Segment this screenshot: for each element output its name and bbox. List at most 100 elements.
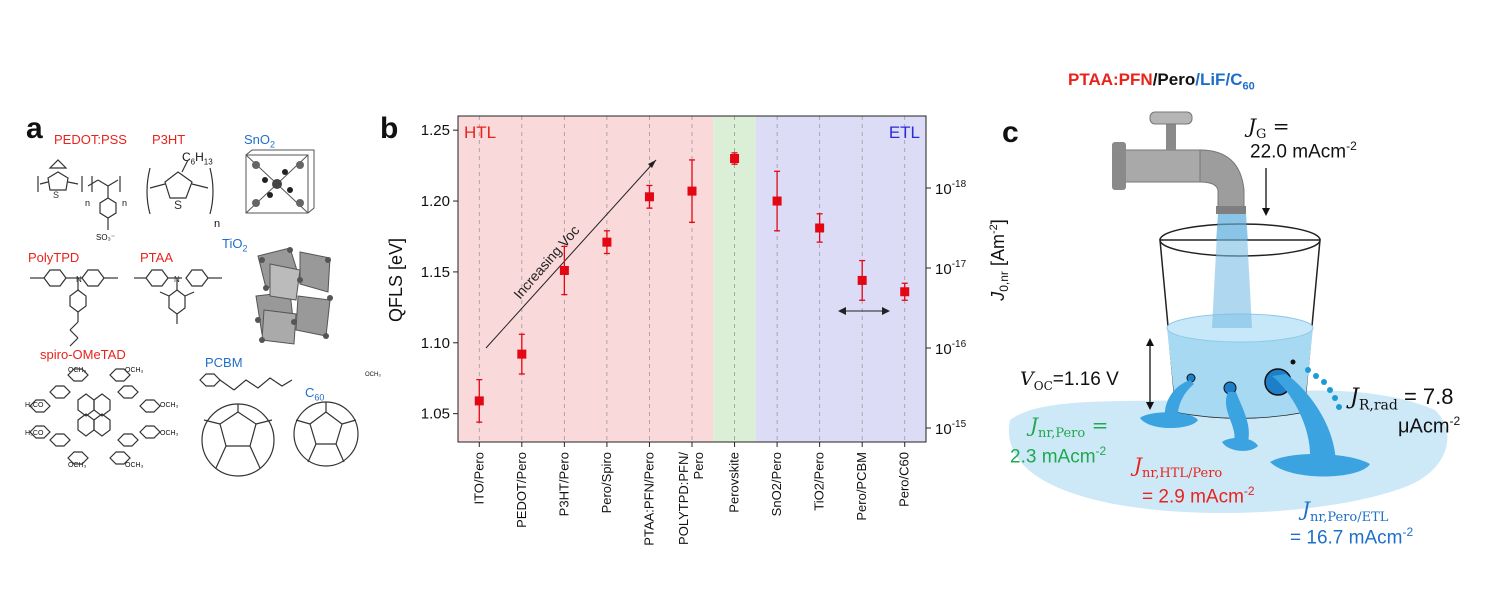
spiro-label: spiro-OMeTAD xyxy=(40,347,126,362)
y-tick-label: 1.15 xyxy=(421,264,450,281)
y2-axis-ticks: 10-18 10-17 10-16 10-15 xyxy=(926,179,967,438)
y-tick-label: 1.20 xyxy=(421,193,450,210)
region-label-etl: ETL xyxy=(889,123,920,142)
title-part-6: C xyxy=(1230,70,1243,89)
x-tick-label: PEDOT/Pero xyxy=(514,452,529,528)
y-axis-label: QFLS [eV] xyxy=(386,238,406,322)
jnr-etl-value: = 16.7 mAcm-2 xyxy=(1290,525,1414,549)
h3co-label-2: H₃CO xyxy=(25,430,44,437)
data-point xyxy=(730,154,740,164)
y-tick-label: 1.05 xyxy=(421,406,450,423)
chemical-structures-drawing: S S N N xyxy=(29,149,359,477)
voc-label: VOC=1.16 V xyxy=(1020,368,1119,393)
h3co-label-1: H₃CO xyxy=(25,402,44,409)
region-label-htl: HTL xyxy=(464,123,496,142)
leak-etl xyxy=(1272,374,1336,462)
x-tick-label: Pero/C60 xyxy=(897,452,912,507)
x-tick-label: PTAA:PFN/Pero xyxy=(641,452,656,546)
y2-tick-label: 10-16 xyxy=(935,339,967,358)
pcbm-label: PCBM xyxy=(205,355,243,370)
pedot-label: PEDOT:PSS xyxy=(54,132,127,147)
jrad-label: JR,rad = 7.8 xyxy=(1350,384,1454,414)
region-labels: HTL ETL xyxy=(464,123,920,142)
och3-label-1: OCH₃ xyxy=(68,367,87,374)
increasing-voc-arrowhead xyxy=(648,160,656,168)
x-tick-label: ITO/Pero xyxy=(471,452,486,505)
x-tick-label: Perovskite xyxy=(727,452,742,513)
n-subscript-2: n xyxy=(122,198,128,208)
y2-tick-label: 10-17 xyxy=(935,259,967,278)
data-point xyxy=(772,196,782,206)
jnr-htl-value: = 2.9 mAcm-2 xyxy=(1142,484,1255,508)
y2-tick-label: 10-15 xyxy=(935,419,967,438)
x-tick-label: TiO2/Pero xyxy=(812,452,827,511)
y-tick-label: 1.10 xyxy=(421,335,450,352)
faucet-icon xyxy=(1112,111,1246,214)
c6h13-label: C6H13 xyxy=(182,150,213,167)
title-part-4: LiF xyxy=(1199,70,1226,89)
jg-value: 22.0 mAcm-2 xyxy=(1250,139,1357,163)
data-point xyxy=(474,396,484,406)
region-2 xyxy=(755,116,926,442)
n-subscript-3: n xyxy=(214,218,221,230)
jrad-unit: μAcm-2 xyxy=(1398,414,1461,438)
so3-label: SO₃⁻ xyxy=(96,233,116,242)
x-tick-label: POLYTPD:PFN/ xyxy=(676,452,691,545)
x-tick-label: Pero xyxy=(691,452,706,479)
och3-label-7: OCH₃ xyxy=(365,372,381,378)
double-arrow-right-head xyxy=(882,307,890,315)
data-point xyxy=(644,192,654,202)
increasing-voc-arrow xyxy=(485,159,657,349)
data-point xyxy=(559,265,569,275)
panel-c-letter: c xyxy=(1002,116,1019,149)
x-tick-label: P3HT/Pero xyxy=(556,452,571,516)
y2-tick-label: 10-18 xyxy=(935,179,967,198)
qfls-chart: 1.051.101.151.201.25 10-1810-1710-1610-1… xyxy=(386,115,1011,546)
hole-rad xyxy=(1290,359,1296,365)
jnr-pero-value: 2.3 mAcm-2 xyxy=(1010,444,1107,468)
data-point xyxy=(687,186,697,196)
double-arrow-left-head xyxy=(838,307,846,315)
ptaa-label: PTAA xyxy=(140,250,173,265)
jnr-htl-label: Jnr,HTL/Pero xyxy=(1134,453,1223,481)
och3-label-2: OCH₃ xyxy=(125,367,144,374)
radiative-dots xyxy=(1305,367,1342,410)
title-part-1: / xyxy=(1152,70,1158,89)
x-axis-ticks: ITO/Pero PEDOT/Pero P3HT/Pero Pero/Spiro PTA… xyxy=(471,442,912,546)
n-subscript-1: n xyxy=(85,198,91,208)
jnr-pero-label: Jnr,Pero = xyxy=(1030,413,1109,441)
x-tick-label: Pero/Spiro xyxy=(599,452,614,513)
och3-label-5: OCH₃ xyxy=(68,462,87,469)
tio2-label: TiO2 xyxy=(222,236,248,254)
data-markers xyxy=(474,152,910,423)
y-axis-ticks: 1.05 1.10 1.15 1.20 1.25 xyxy=(421,122,458,423)
svg-text:N: N xyxy=(174,275,180,284)
panel-a-letter: a xyxy=(26,112,43,145)
svg-text:S: S xyxy=(53,190,59,200)
y-tick-label: 1.25 xyxy=(421,122,450,139)
jg-label: JG = xyxy=(1248,114,1290,142)
jnr-etl-label: Jnr,Pero/ETL xyxy=(1302,497,1389,525)
title-part-5: / xyxy=(1225,70,1231,89)
data-point xyxy=(517,349,527,359)
och3-label-6: OCH₃ xyxy=(125,462,144,469)
data-point xyxy=(857,275,867,285)
och3-label-4: OCH₃ xyxy=(160,430,179,437)
region-backgrounds xyxy=(458,116,926,442)
title-part-2: Pero xyxy=(1157,70,1196,89)
data-point xyxy=(602,237,612,247)
sno2-label: SnO2 xyxy=(244,132,276,150)
data-point xyxy=(900,287,910,297)
polytpd-label: PolyTPD xyxy=(28,250,80,265)
title-part-3: / xyxy=(1195,70,1200,89)
x-tick-label: Pero/PCBM xyxy=(854,452,869,521)
data-point xyxy=(815,223,825,233)
c60-label: C60 xyxy=(305,385,325,403)
och3-label-3: OCH₃ xyxy=(160,402,179,409)
title-part-0: PTAA:PFN xyxy=(1068,70,1153,89)
bucket-illustration xyxy=(1008,111,1448,514)
svg-text:S: S xyxy=(174,198,182,212)
panel-b-letter: b xyxy=(380,112,399,145)
p3ht-label: P3HT xyxy=(152,132,186,147)
svg-text:N: N xyxy=(76,275,82,284)
